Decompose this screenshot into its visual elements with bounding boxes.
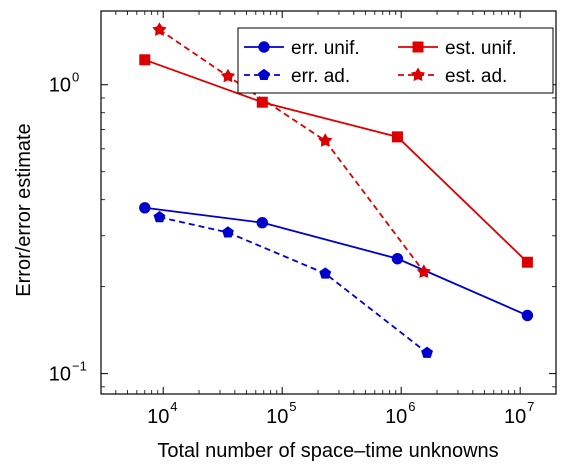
legend-entry: est. unif.	[398, 38, 517, 59]
data-point	[222, 226, 234, 238]
data-point	[139, 202, 151, 214]
x-tick-label-exponent: 4	[170, 399, 177, 414]
data-point	[391, 252, 404, 265]
plot-frame	[100, 10, 557, 395]
legend-box	[237, 27, 554, 94]
x-tick-label-exponent: 6	[408, 399, 415, 414]
legend-entry: est. ad.	[398, 66, 507, 87]
data-point	[153, 210, 166, 223]
series-layer	[139, 22, 534, 358]
legend-entry: err. unif.	[244, 38, 360, 59]
x-tick-label: 10	[385, 406, 407, 428]
x-tick-label-exponent: 5	[289, 399, 296, 414]
y-tick-label: 10	[49, 364, 71, 386]
y-tick-label-exponent: 0	[72, 70, 79, 85]
data-point	[220, 68, 236, 83]
series-est-ad	[152, 22, 431, 278]
x-axis-label: Total number of space–time unknowns	[157, 440, 498, 462]
y-tick-label: 10	[49, 75, 71, 97]
x-tick-label-exponent: 7	[527, 399, 534, 414]
data-point	[391, 131, 403, 143]
y-tick-label-exponent: −1	[72, 359, 87, 374]
series-line	[158, 29, 425, 273]
data-point	[139, 54, 151, 66]
data-point	[256, 216, 268, 229]
data-point	[421, 346, 433, 358]
legend-entry: err. ad.	[244, 66, 350, 87]
data-point	[318, 133, 333, 147]
data-point	[521, 309, 534, 322]
series-err-ad	[153, 210, 433, 358]
legend-swatch-marker	[258, 68, 270, 81]
series-line	[144, 58, 529, 263]
x-tick-label: 10	[266, 406, 288, 428]
data-point	[152, 22, 167, 36]
y-axis-label: Error/error estimate	[13, 123, 35, 296]
series-line	[159, 216, 428, 354]
data-point	[416, 264, 431, 278]
legend-swatch-marker	[410, 67, 426, 82]
series-line	[144, 206, 528, 317]
data-point	[521, 256, 533, 268]
tick-labels: 10 4 10 5 10 6 10 710 010 −1	[49, 70, 535, 428]
minor-ticks	[100, 11, 557, 394]
legend-label: err. ad.	[291, 66, 350, 87]
major-ticks	[101, 11, 556, 394]
legend-label: est. ad.	[445, 66, 507, 87]
data-point	[319, 267, 332, 279]
legend: err. unif. est. unif. err. ad. est. ad.	[237, 27, 554, 94]
x-tick-label: 10	[147, 406, 169, 428]
legend-swatch-marker	[258, 41, 270, 53]
legend-swatch-marker	[412, 41, 424, 53]
x-tick-label: 10	[504, 406, 526, 428]
data-point	[256, 96, 268, 108]
series-est-unif	[139, 54, 533, 268]
legend-label: err. unif.	[291, 38, 360, 59]
legend-label: est. unif.	[445, 38, 517, 59]
series-err-unif	[139, 202, 534, 322]
